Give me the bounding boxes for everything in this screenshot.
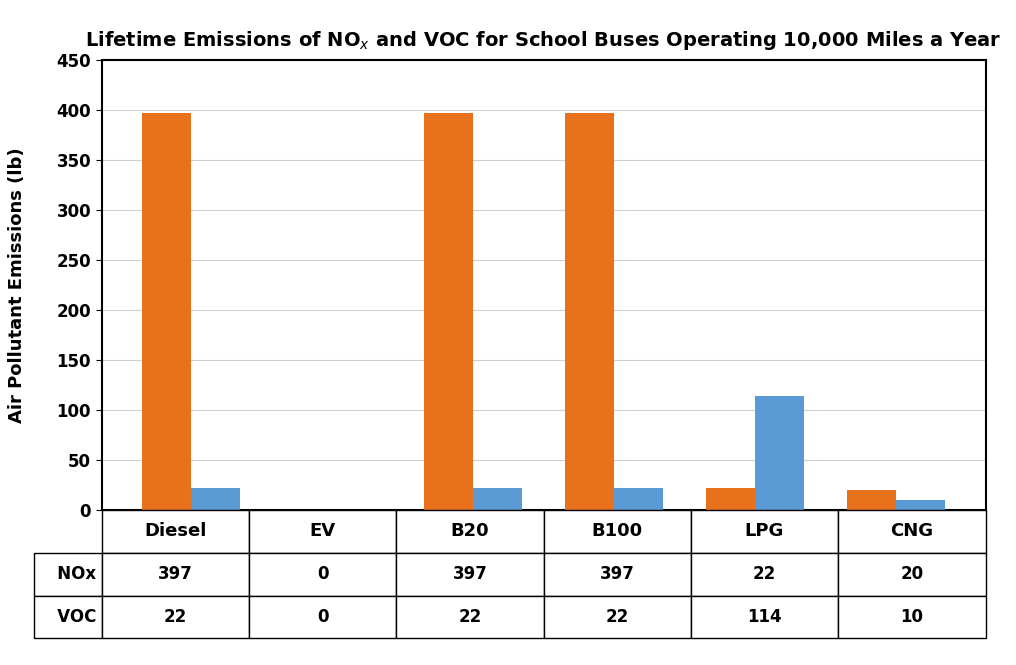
Bar [191, 488, 241, 510]
Bar [755, 396, 805, 510]
Y-axis label: Air Pollutant Emissions (lb): Air Pollutant Emissions (lb) [8, 147, 26, 423]
Bar [424, 113, 473, 510]
Bar [896, 500, 945, 510]
Bar [565, 113, 614, 510]
Bar [846, 490, 896, 510]
Bar [614, 488, 663, 510]
Bar [142, 113, 191, 510]
Bar [473, 488, 522, 510]
Bar [706, 488, 755, 510]
Title: Lifetime Emissions of NO$_x$ and VOC for School Buses Operating 10,000 Miles a Y: Lifetime Emissions of NO$_x$ and VOC for… [85, 29, 1002, 52]
